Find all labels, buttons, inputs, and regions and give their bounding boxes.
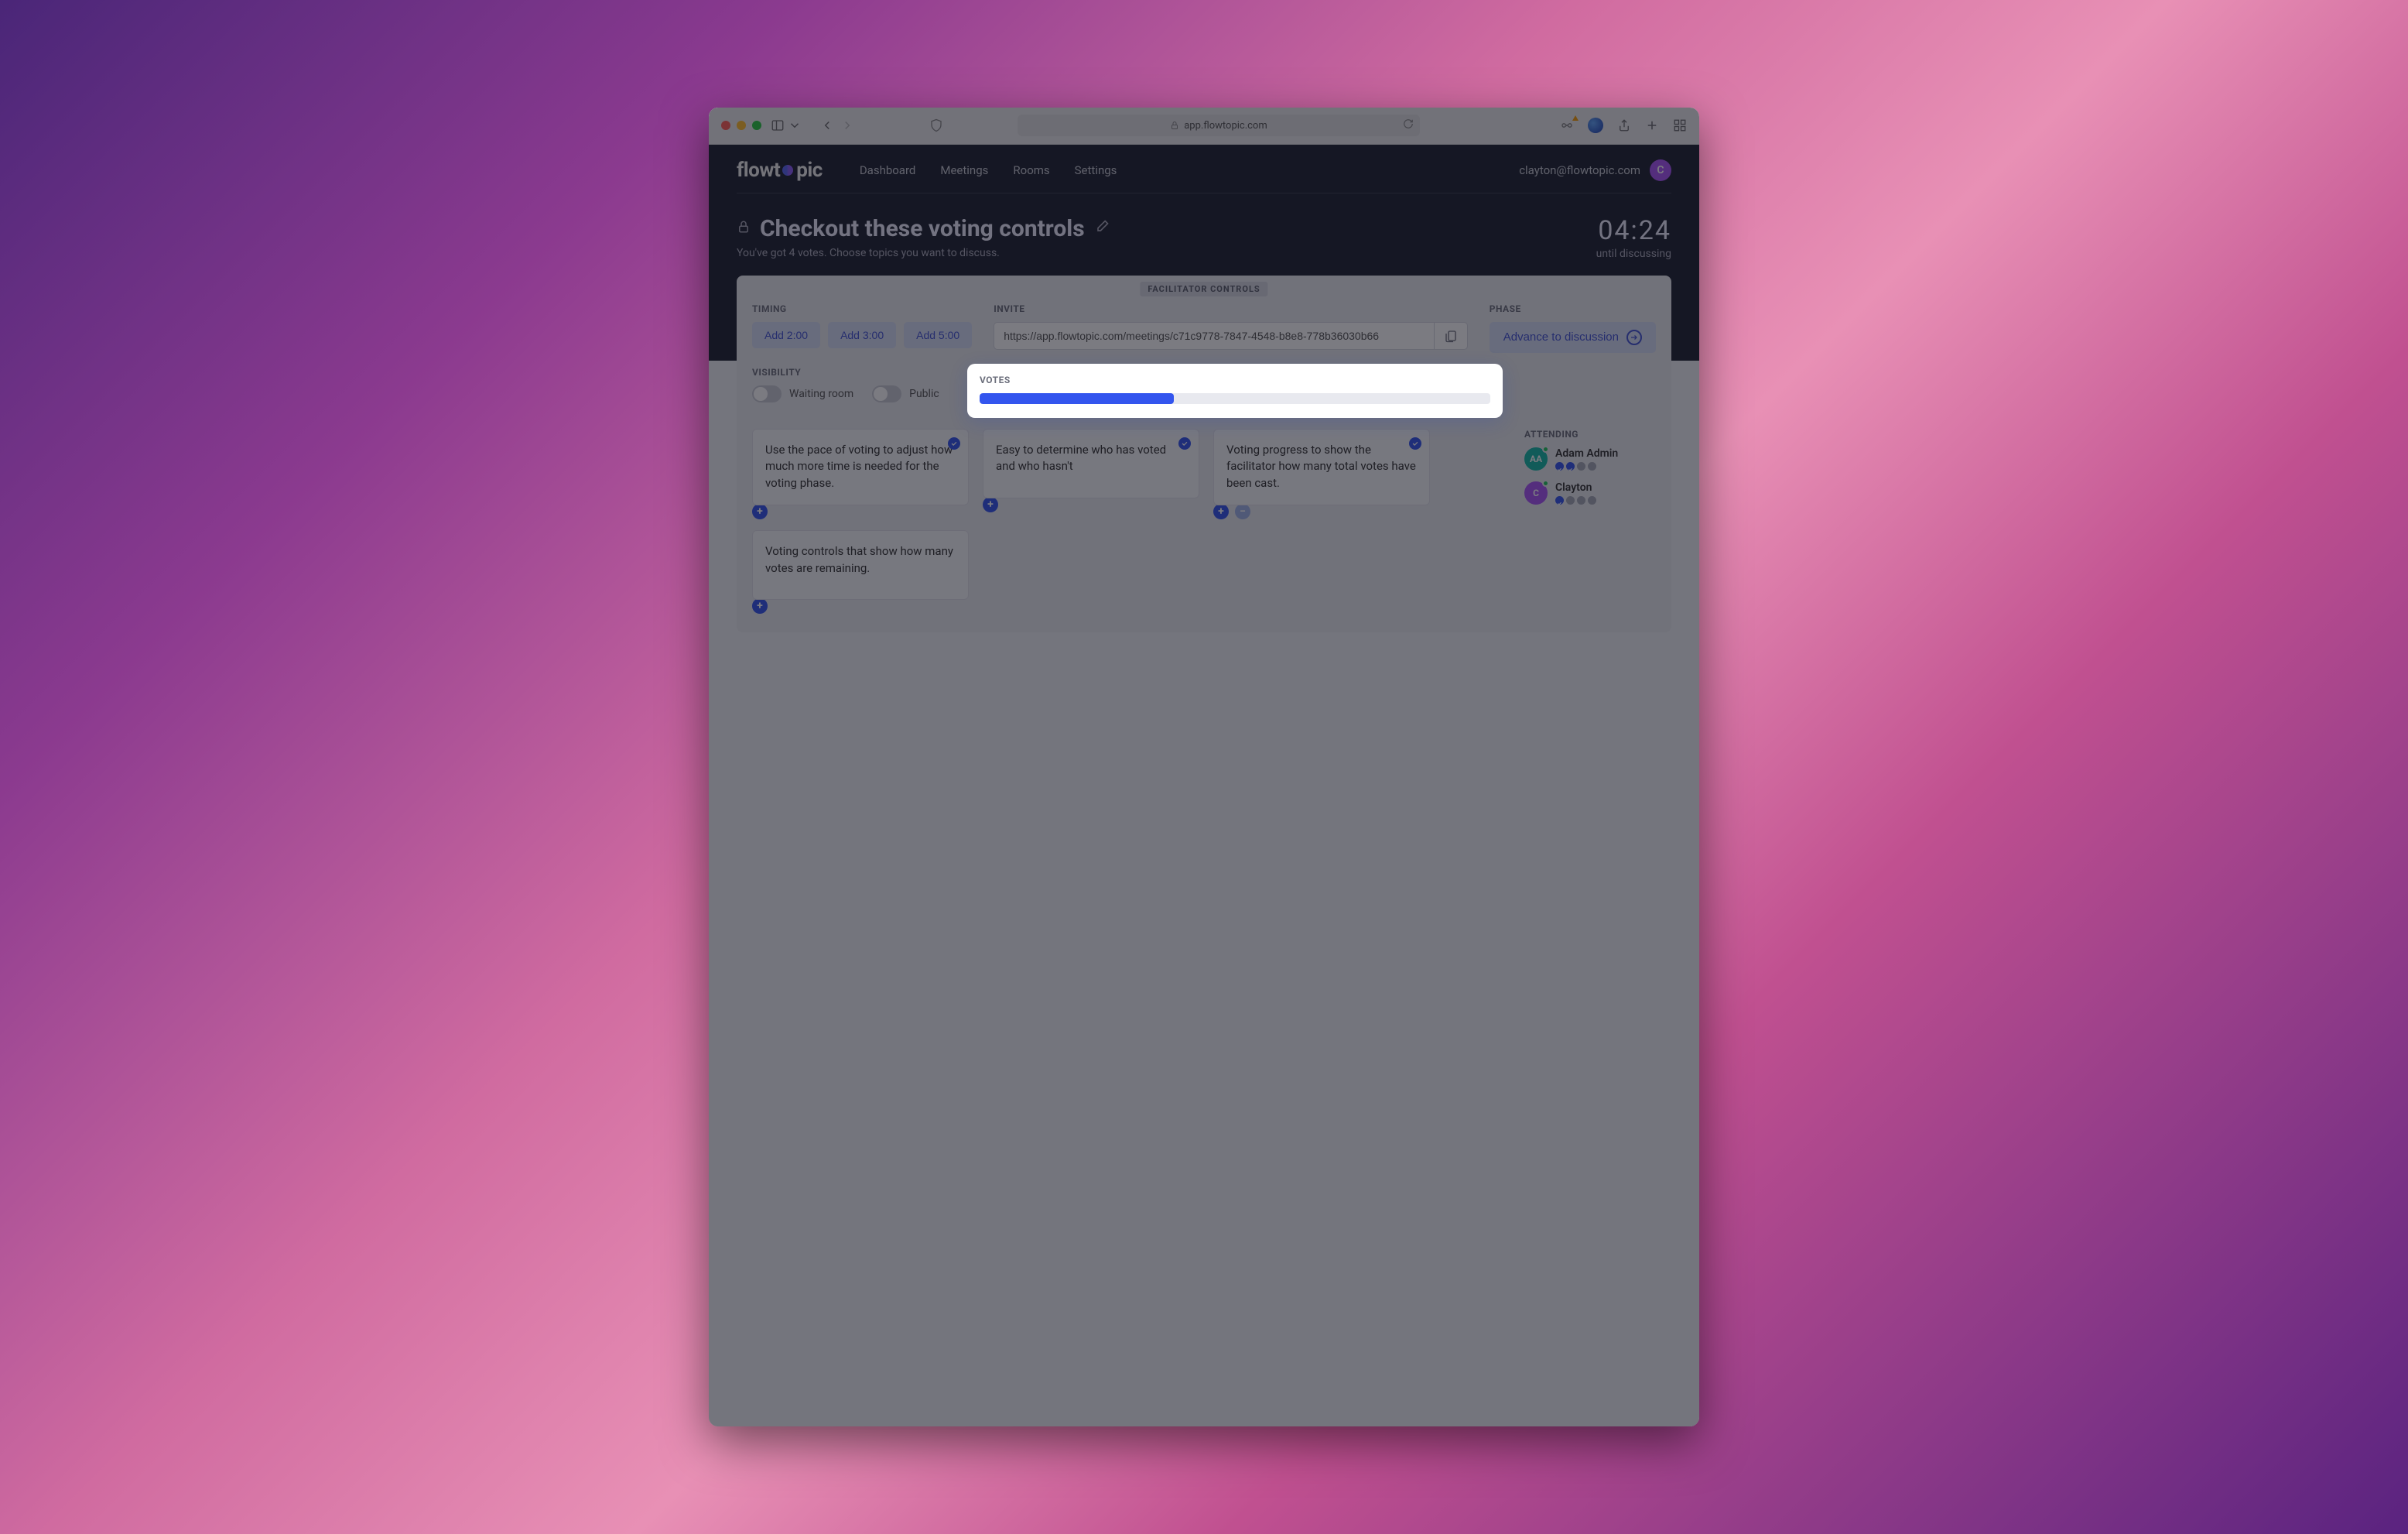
timer-label: until discussing <box>1596 248 1671 260</box>
logo-text-pre: flowt <box>737 159 780 182</box>
facilitator-panel: FACILITATOR CONTROLS TIMING Add 2:00 Add… <box>737 276 1671 632</box>
topic-card[interactable]: Voting controls that show how many votes… <box>752 530 969 600</box>
public-label: Public <box>909 388 939 400</box>
topic-column-3: Voting progress to show the facilitator … <box>1213 429 1430 614</box>
arrow-right-circle-icon <box>1626 330 1642 345</box>
nav-dashboard[interactable]: Dashboard <box>860 163 916 177</box>
votes-label: VOTES <box>980 375 1490 385</box>
phase-section: PHASE Advance to discussion <box>1490 303 1656 353</box>
waiting-room-toggle[interactable]: Waiting room <box>752 385 853 402</box>
attendee-name: Clayton <box>1555 481 1656 494</box>
timing-label: TIMING <box>752 303 972 314</box>
check-icon <box>1178 437 1191 450</box>
topic-card[interactable]: Easy to determine who has voted and who … <box>983 429 1199 498</box>
fullscreen-window-button[interactable] <box>752 121 761 130</box>
facilitator-tag: FACILITATOR CONTROLS <box>1140 282 1267 296</box>
nav-settings[interactable]: Settings <box>1075 163 1117 177</box>
votes-progress-track <box>980 393 1490 404</box>
attending-label: ATTENDING <box>1524 429 1656 440</box>
vote-up-button[interactable]: + <box>983 497 998 512</box>
phase-label: PHASE <box>1490 303 1656 314</box>
timing-section: TIMING Add 2:00 Add 3:00 Add 5:00 <box>752 303 972 348</box>
topic-card[interactable]: Use the pace of voting to adjust how muc… <box>752 429 969 505</box>
logo-dot-icon <box>782 165 793 176</box>
vote-up-button[interactable]: + <box>752 504 768 519</box>
close-window-button[interactable] <box>721 121 730 130</box>
topic-card[interactable]: Voting progress to show the facilitator … <box>1213 429 1430 505</box>
back-icon[interactable] <box>820 118 834 132</box>
extension-icon[interactable] <box>1588 118 1603 133</box>
user-area: clayton@flowtopic.com C <box>1519 159 1671 181</box>
minimize-window-button[interactable] <box>737 121 746 130</box>
nav-meetings[interactable]: Meetings <box>940 163 988 177</box>
public-toggle[interactable]: Public <box>872 385 939 402</box>
nav-links: Dashboard Meetings Rooms Settings <box>860 163 1117 177</box>
sidebar-icon[interactable] <box>771 118 785 132</box>
toggle-switch[interactable] <box>752 385 782 402</box>
page-title: Checkout these voting controls <box>760 215 1085 242</box>
check-icon <box>1409 437 1421 450</box>
logo-text-post: pic <box>796 159 823 182</box>
forward-icon[interactable] <box>840 118 854 132</box>
attendee-avatar: C <box>1524 481 1548 505</box>
app-root: flowt pic Dashboard Meetings Rooms Settin… <box>709 145 1699 1427</box>
user-avatar[interactable]: C <box>1650 159 1671 181</box>
add-5-button[interactable]: Add 5:00 <box>904 322 972 348</box>
add-3-button[interactable]: Add 3:00 <box>828 322 896 348</box>
topic-column-1: Use the pace of voting to adjust how muc… <box>752 429 969 614</box>
shield-icon[interactable] <box>929 118 943 132</box>
attendee-row: AA Adam Admin <box>1524 447 1656 471</box>
logo[interactable]: flowt pic <box>737 159 823 182</box>
infinity-icon[interactable] <box>1560 118 1574 132</box>
votes-section: VOTES <box>967 364 1503 418</box>
safari-titlebar: app.flowtopic.com <box>709 108 1699 145</box>
new-tab-icon[interactable] <box>1645 118 1659 132</box>
invite-label: INVITE <box>994 303 1468 314</box>
browser-window: app.flowtopic.com flowt pic <box>709 108 1699 1427</box>
invite-section: INVITE <box>994 303 1468 350</box>
nav-rooms[interactable]: Rooms <box>1013 163 1049 177</box>
add-2-button[interactable]: Add 2:00 <box>752 322 820 348</box>
visibility-label: VISIBILITY <box>752 367 946 378</box>
tabs-icon[interactable] <box>1673 118 1687 132</box>
panel-wrap: FACILITATOR CONTROLS TIMING Add 2:00 Add… <box>709 361 1699 1427</box>
check-icon <box>948 437 960 450</box>
share-icon[interactable] <box>1617 118 1631 132</box>
page-subtitle: You've got 4 votes. Choose topics you wa… <box>737 247 1110 259</box>
window-controls <box>721 121 761 130</box>
attendee-avatar: AA <box>1524 447 1548 471</box>
title-row: Checkout these voting controls You've go… <box>737 193 1671 276</box>
timer: 04:24 until discussing <box>1596 215 1671 260</box>
attendee-vote-dots <box>1555 496 1656 505</box>
toggle-switch[interactable] <box>872 385 901 402</box>
url-text: app.flowtopic.com <box>1184 120 1267 132</box>
edit-icon[interactable] <box>1094 219 1110 238</box>
visibility-section: VISIBILITY Waiting room Public <box>752 367 946 402</box>
topic-column-2: Easy to determine who has voted and who … <box>983 429 1199 614</box>
lock-icon <box>737 220 751 237</box>
invite-url-input[interactable] <box>994 322 1434 350</box>
topic-columns: Use the pace of voting to adjust how muc… <box>752 429 1510 614</box>
user-email: clayton@flowtopic.com <box>1519 163 1640 177</box>
attendee-name: Adam Admin <box>1555 447 1656 460</box>
attendee-row: C Clayton <box>1524 481 1656 505</box>
advance-phase-button[interactable]: Advance to discussion <box>1490 322 1656 353</box>
waiting-room-label: Waiting room <box>789 388 853 400</box>
reload-icon[interactable] <box>1403 118 1414 132</box>
attendee-vote-dots <box>1555 462 1656 471</box>
nav-row: flowt pic Dashboard Meetings Rooms Settin… <box>737 159 1671 193</box>
lock-icon <box>1170 121 1179 130</box>
vote-up-button[interactable]: + <box>752 598 768 614</box>
vote-up-button[interactable]: + <box>1213 504 1229 519</box>
timer-value: 04:24 <box>1596 215 1671 246</box>
chevron-down-icon[interactable] <box>788 118 802 132</box>
url-bar[interactable]: app.flowtopic.com <box>1018 115 1420 136</box>
advance-phase-label: Advance to discussion <box>1503 330 1619 344</box>
clipboard-icon <box>1444 329 1458 343</box>
votes-progress-fill <box>980 393 1174 404</box>
copy-invite-button[interactable] <box>1434 322 1468 350</box>
vote-down-button[interactable]: − <box>1235 504 1250 519</box>
attending-section: ATTENDING AA Adam Admin C Clayton <box>1524 429 1656 515</box>
